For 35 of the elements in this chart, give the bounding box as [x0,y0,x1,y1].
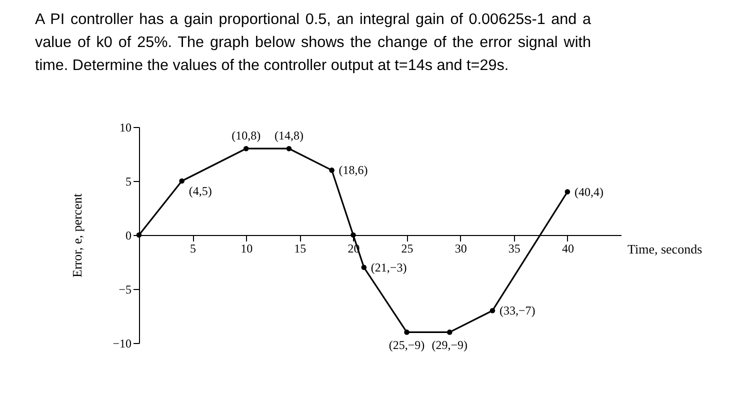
point [446,330,452,335]
point [564,189,570,194]
point [136,232,142,238]
annotation: (4,5) [188,184,212,198]
annotation: (10,8) [232,128,261,143]
x-tick-label: 5 [190,242,196,256]
annotation: (40,4) [574,184,604,199]
point [329,168,334,173]
point [286,146,292,152]
y-tick-label: −5 [118,282,132,296]
x-axis-title: Time, seconds [628,242,702,256]
annotation: (33,−7) [499,304,536,318]
x-tick-label: 40 [562,242,574,256]
point [404,330,410,335]
annotation: (14,8) [274,128,304,143]
y-tick-label: 5 [126,174,132,188]
point [350,232,356,238]
point [490,308,496,314]
y-tick-label: −10 [112,336,132,350]
chart-title: A PI controller has a gain proportional 0.5, an integral gain of 0.00625s-1 and a value of k0 of 25%. The graph below shows the change of the error signal with time. Determine the values of the controller output at t=14s and t=29s. [35,10,591,76]
annotation: (21,−3) [370,260,407,274]
annotation: (29,−9) [432,338,468,352]
x-tick-label: 30 [454,242,467,256]
annotation: (18,6) [338,163,368,178]
point [179,178,184,184]
x-tick-label: 35 [508,242,520,256]
x-tick-label: 15 [294,242,306,256]
point [243,146,249,152]
point [361,264,367,270]
x-tick-label: 25 [401,242,414,256]
y-axis-title: Error, e, percent [70,193,85,278]
y-tick-label: 10 [120,120,132,134]
annotation: (25,−9) [388,338,425,352]
y-tick-label: 0 [126,228,132,242]
x-tick-label: 10 [240,242,253,256]
